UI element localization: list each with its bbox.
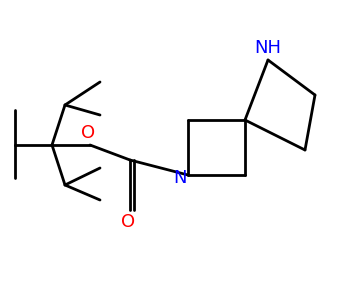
Text: O: O xyxy=(81,124,95,142)
Text: N: N xyxy=(173,169,187,187)
Text: O: O xyxy=(121,213,135,231)
Text: NH: NH xyxy=(254,39,282,57)
